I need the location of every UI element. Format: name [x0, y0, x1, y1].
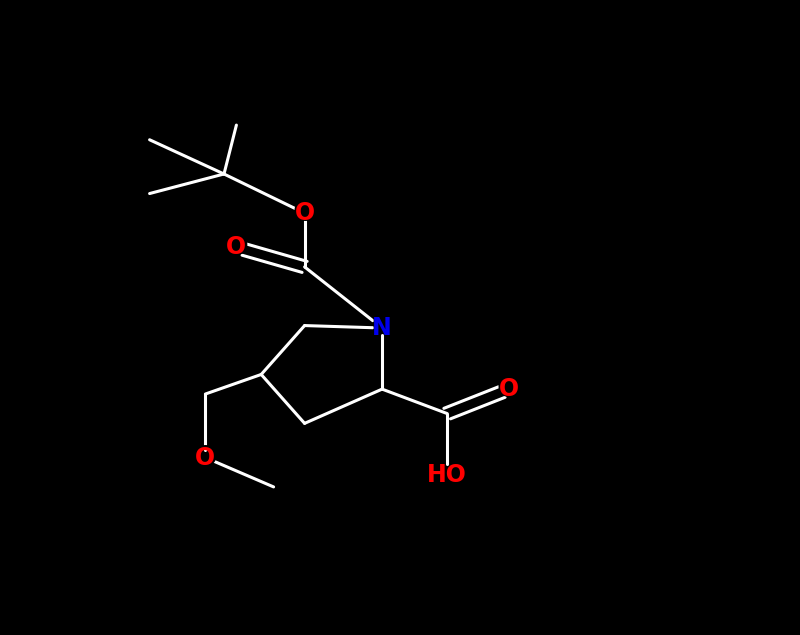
Text: O: O	[224, 233, 249, 262]
Text: O: O	[497, 375, 522, 403]
Text: O: O	[195, 446, 215, 469]
Text: N: N	[370, 314, 394, 342]
Text: O: O	[294, 201, 314, 225]
Text: HO: HO	[422, 461, 472, 489]
Text: N: N	[372, 316, 392, 340]
Text: O: O	[292, 199, 317, 227]
Text: O: O	[226, 236, 246, 259]
Text: O: O	[499, 377, 519, 401]
Text: O: O	[193, 444, 218, 472]
Text: HO: HO	[427, 463, 467, 486]
